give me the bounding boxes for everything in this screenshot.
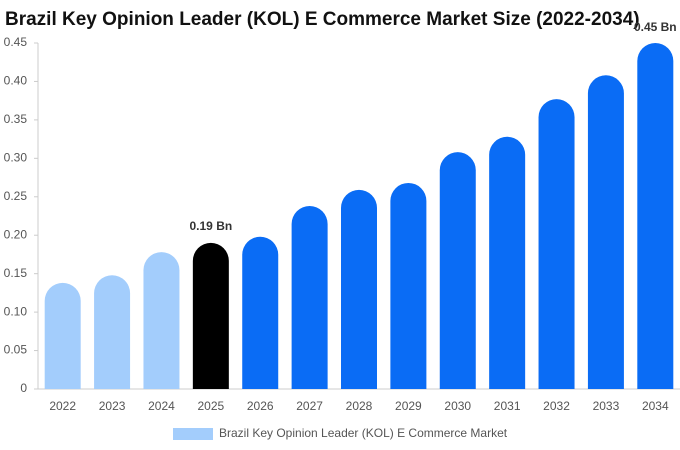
bar: [439, 152, 476, 389]
y-tick-label: 0.25: [4, 189, 28, 203]
y-tick-label: 0.45: [4, 35, 28, 49]
bar: [94, 275, 131, 389]
bar: [637, 43, 674, 389]
x-tick-label: 2024: [148, 399, 175, 413]
chart-title: Brazil Key Opinion Leader (KOL) E Commer…: [5, 9, 640, 30]
y-tick-label: 0.20: [4, 227, 28, 241]
bar: [489, 136, 526, 389]
bar: [341, 189, 377, 389]
x-tick-label: 2029: [395, 399, 422, 413]
x-tick-label: 2032: [543, 399, 570, 413]
x-tick-label: 2028: [346, 399, 373, 413]
bar: [587, 75, 624, 389]
y-tick-label: 0.15: [4, 266, 28, 280]
x-tick-label: 2033: [593, 399, 620, 413]
y-tick-label: 0.30: [4, 151, 28, 165]
y-tick-label: 0.35: [4, 112, 28, 126]
y-tick-label: 0: [20, 381, 27, 395]
x-tick-label: 2023: [99, 399, 126, 413]
x-tick-label: 2027: [296, 399, 323, 413]
x-tick-label: 2030: [444, 399, 471, 413]
y-tick-label: 0.05: [4, 343, 28, 357]
bar: [44, 282, 81, 389]
bar: [538, 99, 575, 389]
bar: [390, 182, 427, 389]
x-tick-label: 2022: [49, 399, 76, 413]
value-label: 0.19 Bn: [190, 219, 233, 233]
bar: [143, 252, 180, 389]
y-tick-label: 0.40: [4, 74, 28, 88]
bar: [291, 206, 328, 389]
legend-swatch: [173, 428, 213, 440]
x-tick-label: 2034: [642, 399, 669, 413]
value-label: 0.45 Bn: [634, 20, 677, 34]
x-tick-label: 2025: [197, 399, 224, 413]
legend-label: Brazil Key Opinion Leader (KOL) E Commer…: [219, 426, 508, 440]
x-tick-label: 2026: [247, 399, 274, 413]
x-tick-label: 2031: [494, 399, 521, 413]
bar: [192, 242, 229, 389]
bar: [242, 236, 279, 389]
y-tick-label: 0.10: [4, 304, 28, 318]
